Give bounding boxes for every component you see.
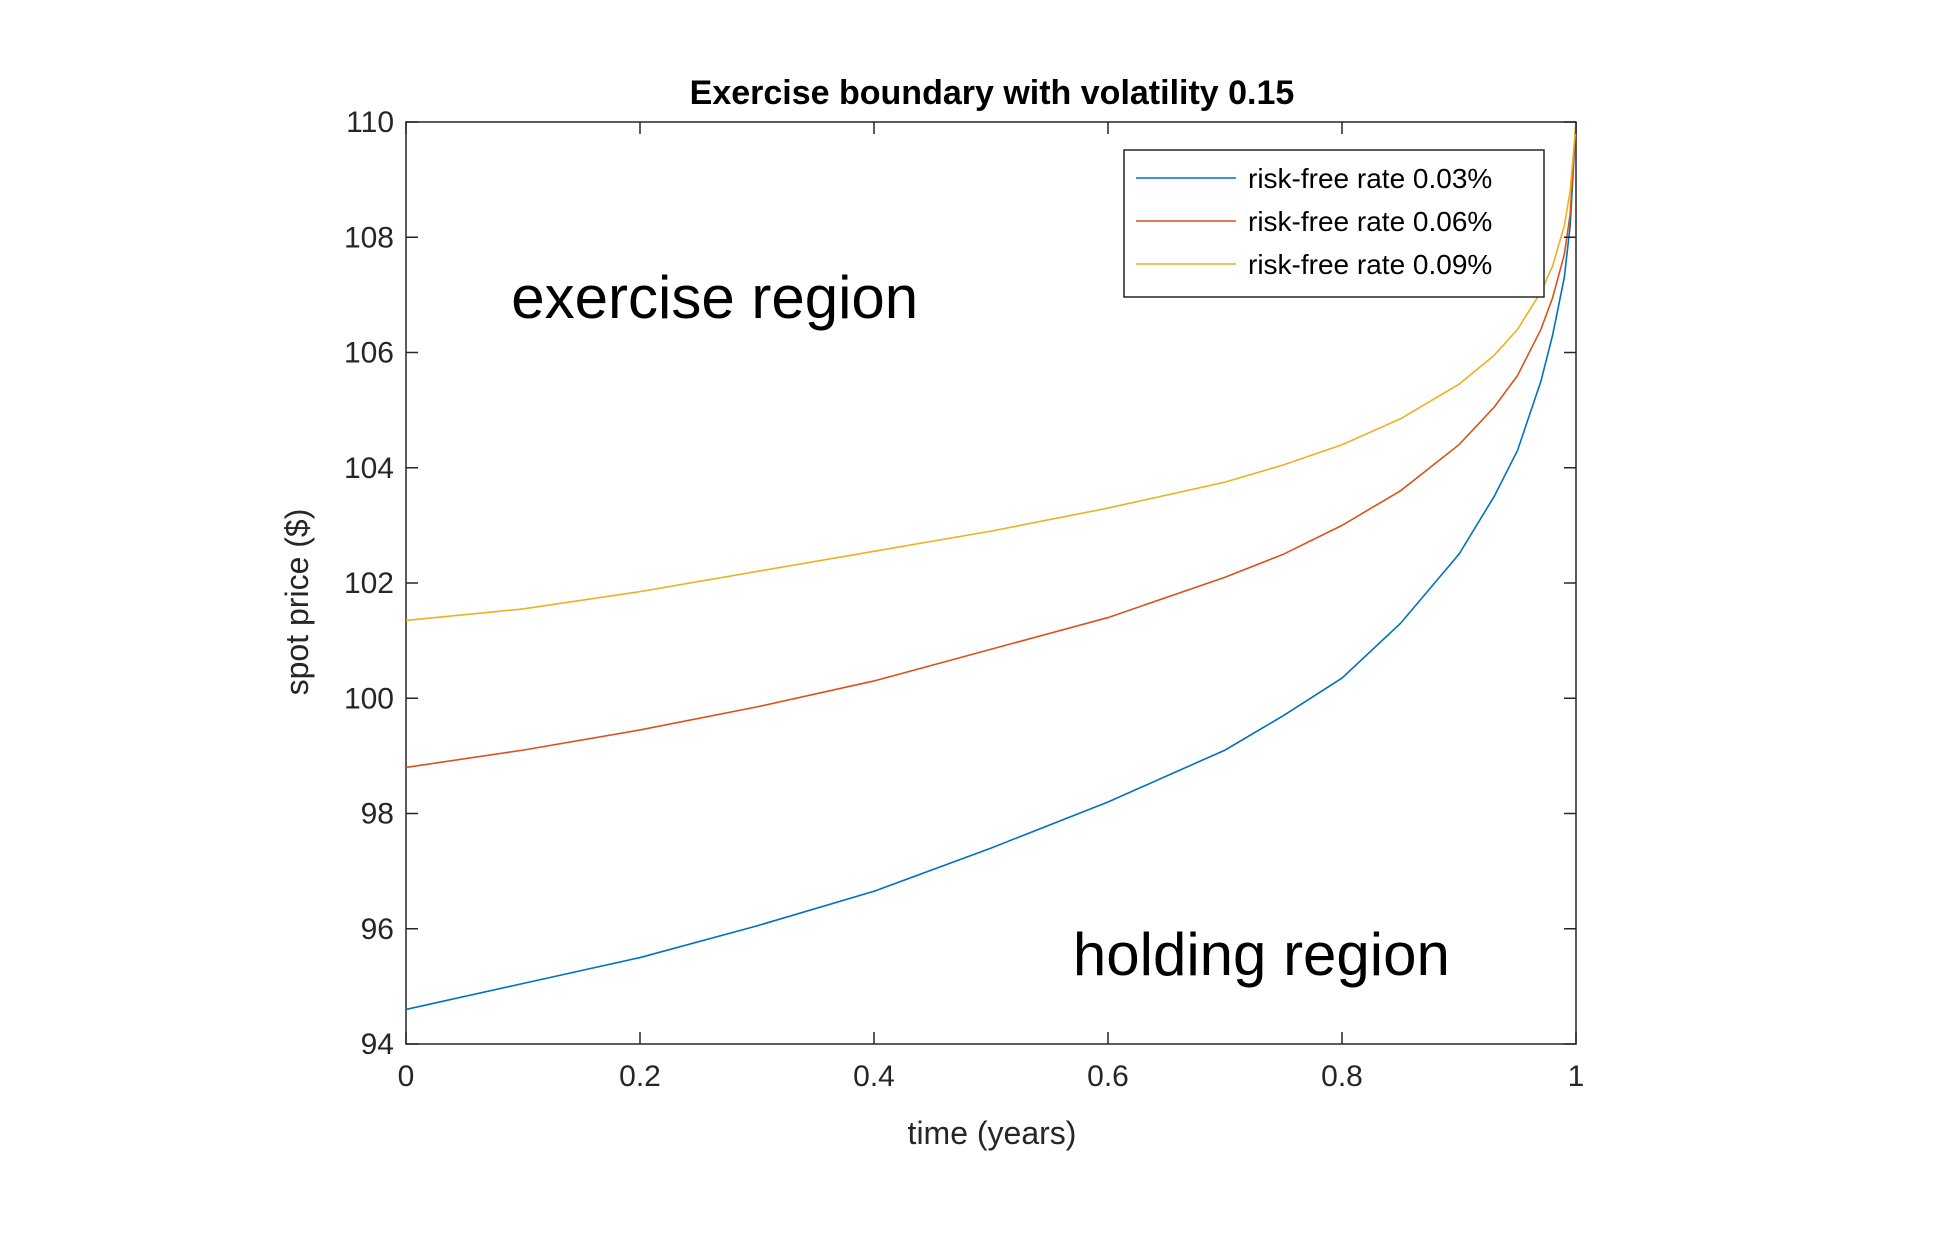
annotation-1: exercise region [511, 264, 918, 331]
y-tick-label: 100 [344, 682, 394, 715]
x-tick-label: 1 [1568, 1060, 1585, 1093]
chart-title: Exercise boundary with volatility 0.15 [690, 74, 1295, 112]
series-line-1 [405, 121, 1577, 1011]
y-tick-label: 96 [361, 913, 394, 946]
series-line-3 [405, 121, 1577, 622]
legend-box [1123, 149, 1545, 298]
y-tick-label: 102 [344, 567, 394, 600]
series-line-2 [405, 121, 1577, 769]
y-tick-label: 106 [344, 337, 394, 370]
plot-area: 0 0.2 0.4 0.6 0.8 1 94 96 98 100 102 104 106 108 110 ex… [344, 106, 1584, 1093]
y-axis-label: spot price ($) [279, 509, 315, 696]
y-tick-label: 104 [344, 452, 394, 485]
legend-entry-3: risk-free rate 0.09% [1248, 249, 1492, 280]
legend-entry-2: risk-free rate 0.06% [1248, 206, 1492, 237]
x-tick-label: 0 [398, 1060, 415, 1093]
annotation-2: holding region [1073, 921, 1450, 988]
x-tick-label: 0.4 [853, 1060, 895, 1093]
x-tick-label: 0.6 [1087, 1060, 1129, 1093]
y-tick-label: 98 [361, 798, 394, 831]
x-axis-label: time (years) [908, 1115, 1077, 1151]
x-tick-label: 0.2 [619, 1060, 661, 1093]
y-tick-label: 108 [344, 221, 394, 254]
legend: risk-free rate 0.03% risk-free rate 0.06%… [1123, 149, 1545, 298]
legend-entry-1: risk-free rate 0.03% [1248, 163, 1492, 194]
x-tick-label: 0.8 [1321, 1060, 1363, 1093]
y-tick-label: 94 [361, 1028, 394, 1061]
y-tick-label: 110 [346, 106, 394, 139]
